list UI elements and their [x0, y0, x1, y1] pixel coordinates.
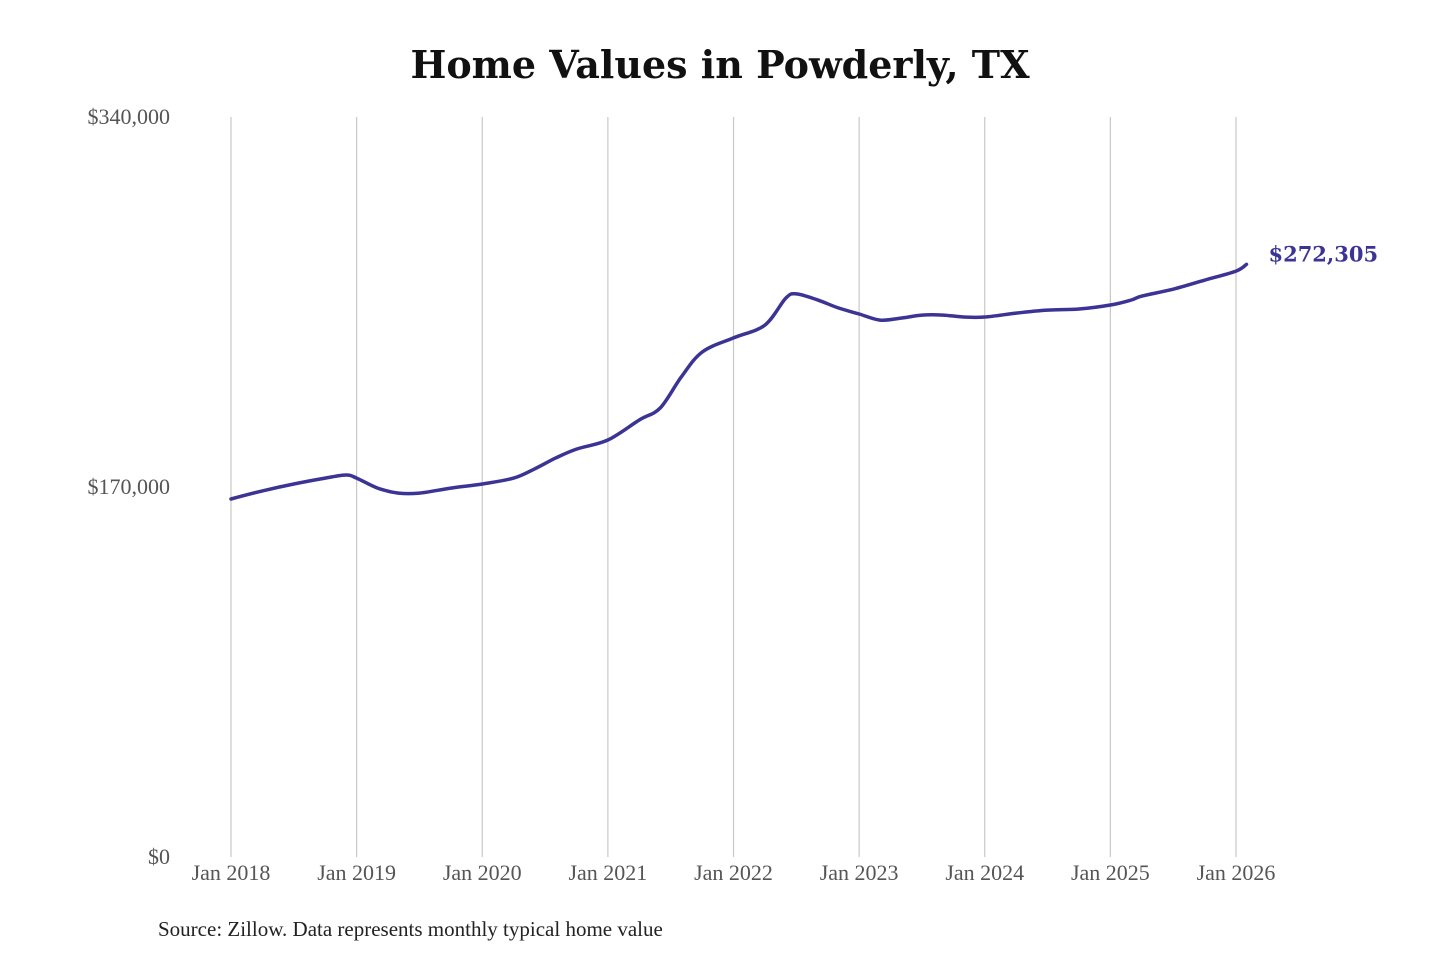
x-tick-label: Jan 2019	[317, 860, 396, 885]
y-tick-label: $170,000	[88, 474, 171, 499]
x-tick-label: Jan 2020	[443, 860, 522, 885]
y-tick-label: $0	[148, 844, 170, 869]
x-tick-label: Jan 2022	[694, 860, 773, 885]
x-tick-label: Jan 2021	[568, 860, 647, 885]
x-tick-label: Jan 2026	[1197, 860, 1276, 885]
chart-title: Home Values in Powderly, TX	[410, 42, 1030, 87]
x-axis: Jan 2018 Jan 2019 Jan 2020 Jan 2021 Jan 2022…	[192, 860, 1276, 885]
series-line	[229, 262, 1249, 501]
end-value-label: $272,305	[1268, 241, 1378, 266]
gridlines	[230, 117, 1237, 857]
x-tick-label: Jan 2023	[820, 860, 899, 885]
x-tick-label: Jan 2025	[1071, 860, 1150, 885]
source-note: Source: Zillow. Data represents monthly …	[158, 917, 663, 941]
y-axis: $0 $170,000 $340,000	[88, 104, 171, 869]
y-tick-label: $340,000	[88, 104, 171, 129]
x-tick-label: Jan 2018	[192, 860, 271, 885]
x-tick-label: Jan 2024	[945, 860, 1024, 885]
